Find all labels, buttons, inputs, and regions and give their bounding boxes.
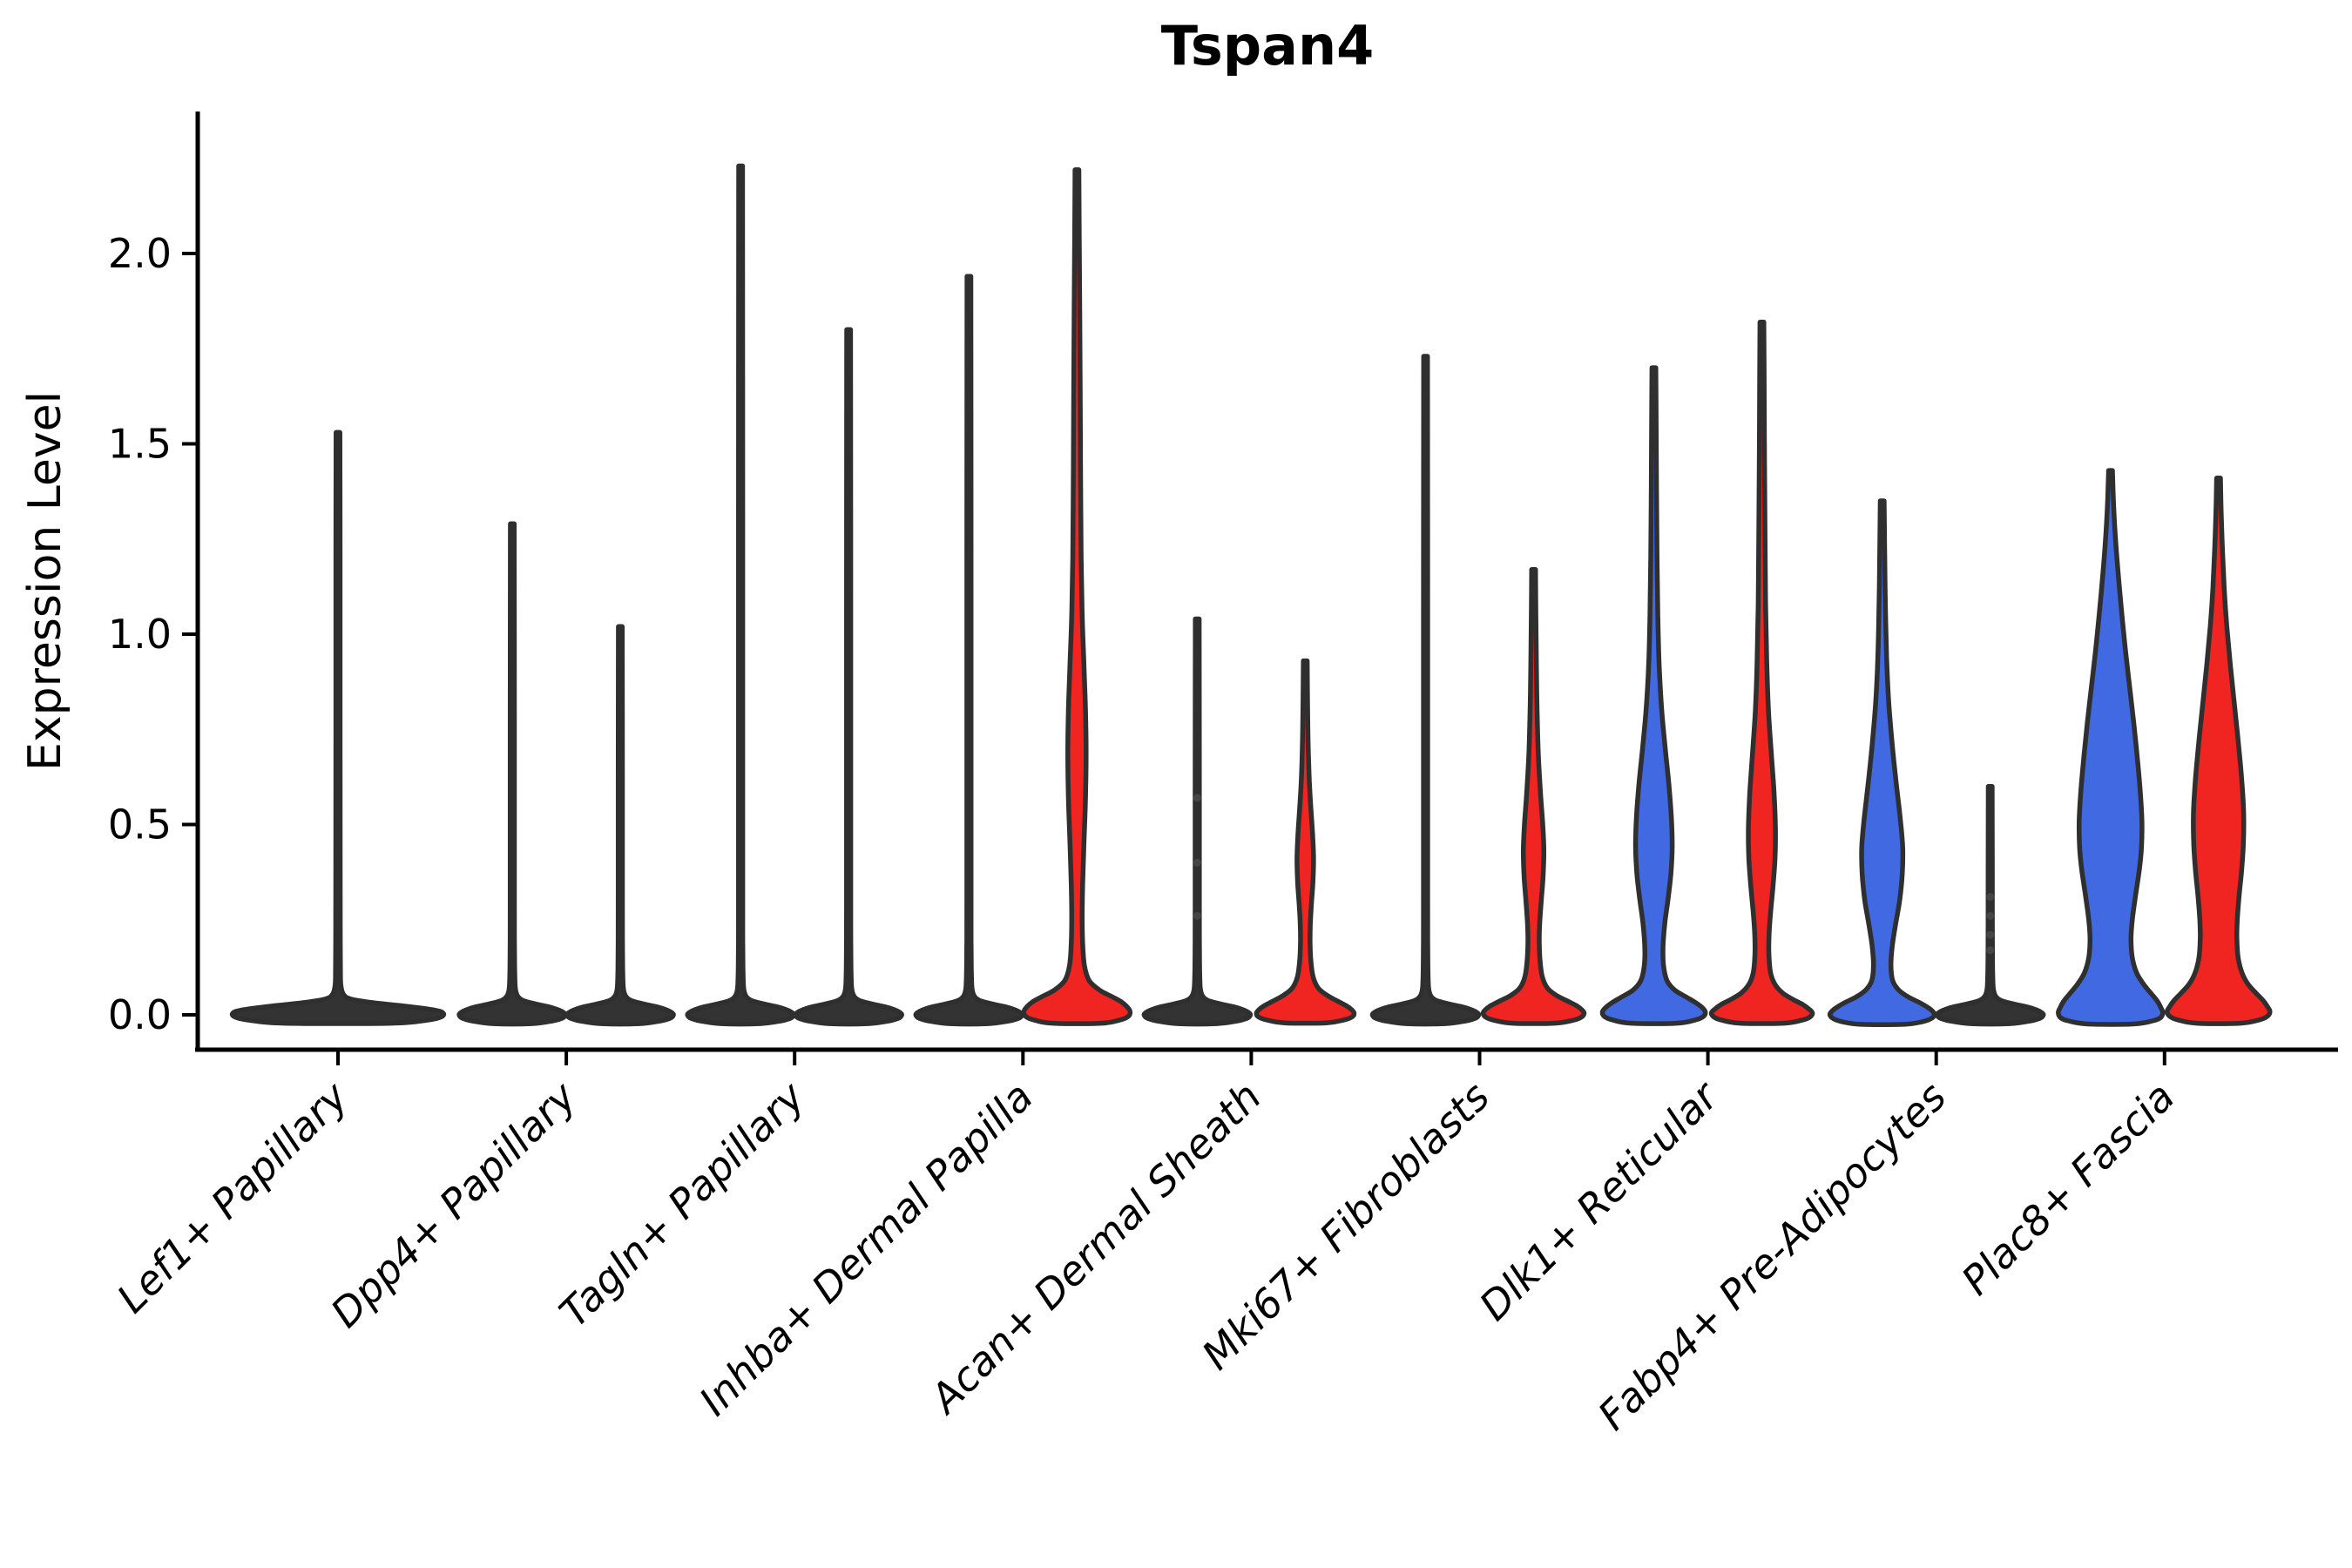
violin-dpp4-right (564, 624, 676, 1027)
violin-fabp4-left (1827, 498, 1937, 1028)
y-axis-label: Expression Level (19, 390, 71, 772)
y-tick-label: 0.0 (108, 991, 172, 1038)
y-tick-label: 1.5 (108, 421, 172, 468)
violin-inhba-right (1021, 167, 1133, 1026)
x-tick-label: Tagln+ Papillary (551, 1072, 814, 1336)
expression-point (1193, 858, 1201, 867)
x-tick-label: Dpp4+ Papillary (321, 1072, 585, 1336)
y-tick-label: 1.0 (108, 611, 172, 658)
violin-dlk1-right (1708, 319, 1815, 1026)
expression-point (1986, 893, 1995, 902)
x-tick-label: Plac8+ Fascia (1952, 1073, 2183, 1304)
violin-plac8-left (2056, 468, 2166, 1027)
expression-point (1193, 794, 1201, 802)
x-tick-label: Lef1+ Papillary (108, 1072, 357, 1321)
expression-point (1986, 911, 1995, 920)
violin-lef1-single (229, 429, 447, 1026)
violin-acan-right (1254, 658, 1357, 1026)
expression-point (1193, 911, 1201, 920)
y-tick-label: 0.5 (108, 801, 172, 848)
expression-point (1986, 946, 1995, 955)
x-tick-label: Dlk1+ Reticular (1470, 1071, 1729, 1329)
violin-tagln-right (793, 327, 904, 1027)
chart-title: Tspan4 (1160, 14, 1375, 78)
y-tick-label: 2.0 (108, 230, 172, 277)
violin-fabp4-right (1934, 784, 2046, 1027)
violin-inhba-left (913, 274, 1025, 1027)
violin-tagln-left (685, 163, 796, 1027)
violin-mki67-left (1369, 354, 1482, 1027)
violin-acan-left (1141, 616, 1254, 1027)
violin-mki67-right (1480, 566, 1587, 1026)
expression-point (1986, 930, 1995, 939)
violin-dpp4-left (456, 521, 568, 1027)
violin-plac8-right (2165, 476, 2273, 1026)
violin-dlk1-left (1599, 365, 1708, 1026)
